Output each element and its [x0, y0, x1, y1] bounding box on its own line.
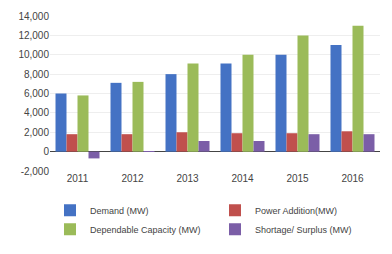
svg-text:2013: 2013 [176, 173, 199, 184]
svg-text:8,000: 8,000 [24, 69, 49, 80]
svg-text:2012: 2012 [121, 173, 144, 184]
svg-text:-2,000: -2,000 [21, 166, 50, 177]
svg-text:2015: 2015 [286, 173, 309, 184]
svg-text:2016: 2016 [341, 173, 364, 184]
svg-text:2014: 2014 [231, 173, 254, 184]
svg-text:10,000: 10,000 [18, 49, 49, 60]
svg-text:Dependable Capacity (MW): Dependable Capacity (MW) [90, 225, 201, 235]
svg-text:0: 0 [43, 146, 49, 157]
svg-text:2,000: 2,000 [24, 127, 49, 138]
svg-text:Power Addition(MW): Power Addition(MW) [255, 206, 337, 216]
svg-text:14,000: 14,000 [18, 11, 49, 22]
svg-text:2011: 2011 [67, 173, 89, 184]
svg-text:Shortage/ Surplus (MW): Shortage/ Surplus (MW) [255, 225, 352, 235]
svg-text:6,000: 6,000 [24, 88, 49, 99]
svg-text:4,000: 4,000 [24, 107, 49, 118]
svg-text:Demand (MW): Demand (MW) [90, 206, 149, 216]
svg-text:12,000: 12,000 [18, 30, 49, 41]
